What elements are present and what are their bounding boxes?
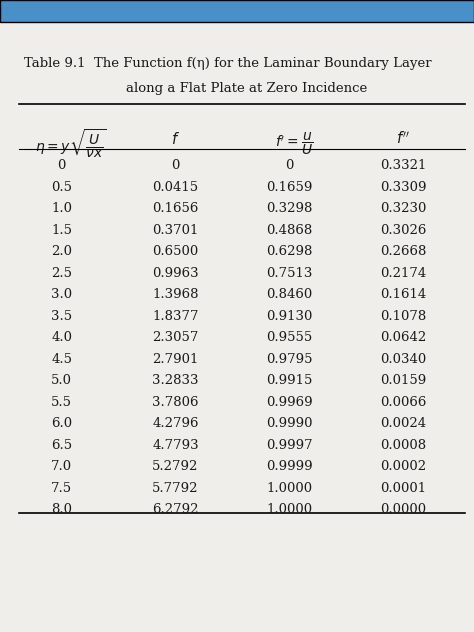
Text: 6.2792: 6.2792 xyxy=(152,503,199,516)
Text: 0: 0 xyxy=(171,159,180,173)
Text: 0.6298: 0.6298 xyxy=(266,245,312,258)
Text: 0.9999: 0.9999 xyxy=(266,460,312,473)
Text: 0.1614: 0.1614 xyxy=(380,288,426,301)
Text: 0.3230: 0.3230 xyxy=(380,202,426,216)
Text: 1.3968: 1.3968 xyxy=(152,288,199,301)
Text: 0.0066: 0.0066 xyxy=(380,396,426,409)
Text: 0.9130: 0.9130 xyxy=(266,310,312,323)
Text: 0.0001: 0.0001 xyxy=(380,482,426,495)
Text: 0.9555: 0.9555 xyxy=(266,331,312,344)
Text: 0: 0 xyxy=(57,159,66,173)
Text: 0.3298: 0.3298 xyxy=(266,202,312,216)
Text: 3.0: 3.0 xyxy=(51,288,72,301)
Text: 5.5: 5.5 xyxy=(51,396,72,409)
Text: 1.0000: 1.0000 xyxy=(266,503,312,516)
Text: 7.0: 7.0 xyxy=(51,460,72,473)
Text: 0.2668: 0.2668 xyxy=(380,245,426,258)
Text: 0.9997: 0.9997 xyxy=(266,439,312,452)
Text: 0.0642: 0.0642 xyxy=(380,331,426,344)
Text: 5.0: 5.0 xyxy=(51,374,72,387)
Text: 0.1078: 0.1078 xyxy=(380,310,426,323)
Text: 0.0024: 0.0024 xyxy=(380,417,426,430)
Text: 5.7792: 5.7792 xyxy=(152,482,199,495)
Text: 0.4868: 0.4868 xyxy=(266,224,312,237)
Text: 0.0415: 0.0415 xyxy=(152,181,199,194)
Text: 0.6500: 0.6500 xyxy=(152,245,199,258)
Text: 3.5: 3.5 xyxy=(51,310,72,323)
Text: $f^{\prime\prime}$: $f^{\prime\prime}$ xyxy=(396,131,410,147)
Text: 8.0: 8.0 xyxy=(51,503,72,516)
Text: 0.8460: 0.8460 xyxy=(266,288,312,301)
Text: 7.5: 7.5 xyxy=(51,482,72,495)
Text: 0.9963: 0.9963 xyxy=(152,267,199,280)
Text: $f$: $f$ xyxy=(171,131,180,147)
Text: 0.9795: 0.9795 xyxy=(266,353,312,366)
Text: $\eta = y\sqrt{\dfrac{U}{\nu x}}$: $\eta = y\sqrt{\dfrac{U}{\nu x}}$ xyxy=(35,128,107,160)
Text: 2.3057: 2.3057 xyxy=(152,331,199,344)
Text: 6.0: 6.0 xyxy=(51,417,72,430)
Text: 0.0159: 0.0159 xyxy=(380,374,426,387)
Text: 0.0002: 0.0002 xyxy=(380,460,426,473)
Text: 1.8377: 1.8377 xyxy=(152,310,199,323)
Text: 0: 0 xyxy=(285,159,293,173)
Text: 0.9969: 0.9969 xyxy=(266,396,312,409)
Text: 4.0: 4.0 xyxy=(51,331,72,344)
Text: 0.9990: 0.9990 xyxy=(266,417,312,430)
Text: 0.0000: 0.0000 xyxy=(380,503,426,516)
Text: 1.0: 1.0 xyxy=(51,202,72,216)
Text: 0.0340: 0.0340 xyxy=(380,353,426,366)
Text: 4.5: 4.5 xyxy=(51,353,72,366)
Text: 0.2174: 0.2174 xyxy=(380,267,426,280)
Text: 0.0008: 0.0008 xyxy=(380,439,426,452)
Text: along a Flat Plate at Zero Incidence: along a Flat Plate at Zero Incidence xyxy=(126,82,367,95)
Text: 1.5: 1.5 xyxy=(51,224,72,237)
Text: 0.9915: 0.9915 xyxy=(266,374,312,387)
Text: 5.2792: 5.2792 xyxy=(152,460,199,473)
Text: 0.7513: 0.7513 xyxy=(266,267,312,280)
Text: 0.3701: 0.3701 xyxy=(152,224,199,237)
Text: $f' = \dfrac{u}{U}$: $f' = \dfrac{u}{U}$ xyxy=(275,131,313,157)
Text: 4.7793: 4.7793 xyxy=(152,439,199,452)
Text: Table 9.1  The Function f(η) for the Laminar Boundary Layer: Table 9.1 The Function f(η) for the Lami… xyxy=(24,57,431,70)
Text: 2.5: 2.5 xyxy=(51,267,72,280)
Text: 0.1656: 0.1656 xyxy=(152,202,199,216)
Text: 2.0: 2.0 xyxy=(51,245,72,258)
Text: 0.5: 0.5 xyxy=(51,181,72,194)
Text: 0.3026: 0.3026 xyxy=(380,224,426,237)
Text: 0.3321: 0.3321 xyxy=(380,159,426,173)
Text: 0.3309: 0.3309 xyxy=(380,181,426,194)
Text: 3.7806: 3.7806 xyxy=(152,396,199,409)
Text: 4.2796: 4.2796 xyxy=(152,417,199,430)
Text: 1.0000: 1.0000 xyxy=(266,482,312,495)
Text: 6.5: 6.5 xyxy=(51,439,72,452)
Text: 0.1659: 0.1659 xyxy=(266,181,312,194)
Text: 2.7901: 2.7901 xyxy=(152,353,199,366)
Text: 3.2833: 3.2833 xyxy=(152,374,199,387)
